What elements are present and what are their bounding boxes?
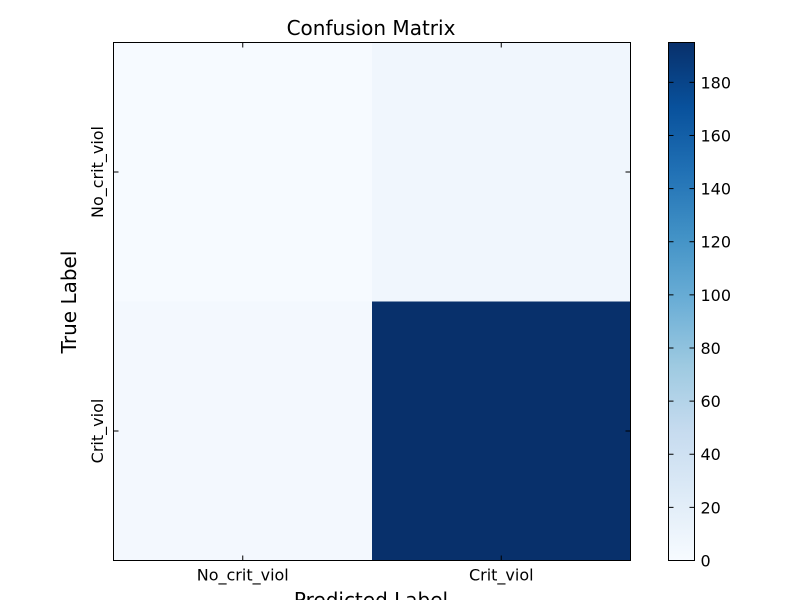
- colorbar-ticks: 0 20 40 60 80 100 120 140 160 180: [668, 73, 732, 571]
- heatmap-cell-1-0: [113, 301, 373, 561]
- colorbar: [668, 42, 695, 561]
- x-tick-label: No_crit_viol: [197, 566, 289, 586]
- plot-frame: [113, 42, 631, 561]
- colorbar-tick-label: 160: [701, 126, 732, 145]
- colorbar-tick-label: 180: [701, 73, 732, 92]
- heatmap-cell-0-1: [372, 42, 631, 302]
- colorbar-tick-label: 140: [701, 180, 732, 199]
- x-axis-label: Predicted Label: [294, 588, 448, 600]
- colorbar-tick-label: 60: [701, 392, 721, 411]
- colorbar-tick-label: 0: [701, 552, 711, 571]
- colorbar-tick-label: 20: [701, 498, 721, 517]
- chart-title: Confusion Matrix: [287, 16, 456, 40]
- axis-ticks: No_crit_viol Crit_viol No_crit_viol Crit_vi…: [88, 42, 631, 586]
- heatmap-cells: [113, 42, 631, 561]
- y-tick-label: No_crit_viol: [88, 126, 108, 218]
- colorbar-tick-label: 100: [701, 286, 732, 305]
- heatmap-cell-0-0: [113, 42, 373, 302]
- colorbar-tick-label: 40: [701, 445, 721, 464]
- y-axis-label: True Label: [57, 251, 81, 355]
- colorbar-tick-label: 120: [701, 233, 732, 252]
- x-tick-label: Crit_viol: [469, 566, 534, 586]
- heatmap-cell-1-1: [372, 301, 631, 561]
- y-tick-label: Crit_viol: [88, 399, 108, 464]
- colorbar-tick-label: 80: [701, 339, 721, 358]
